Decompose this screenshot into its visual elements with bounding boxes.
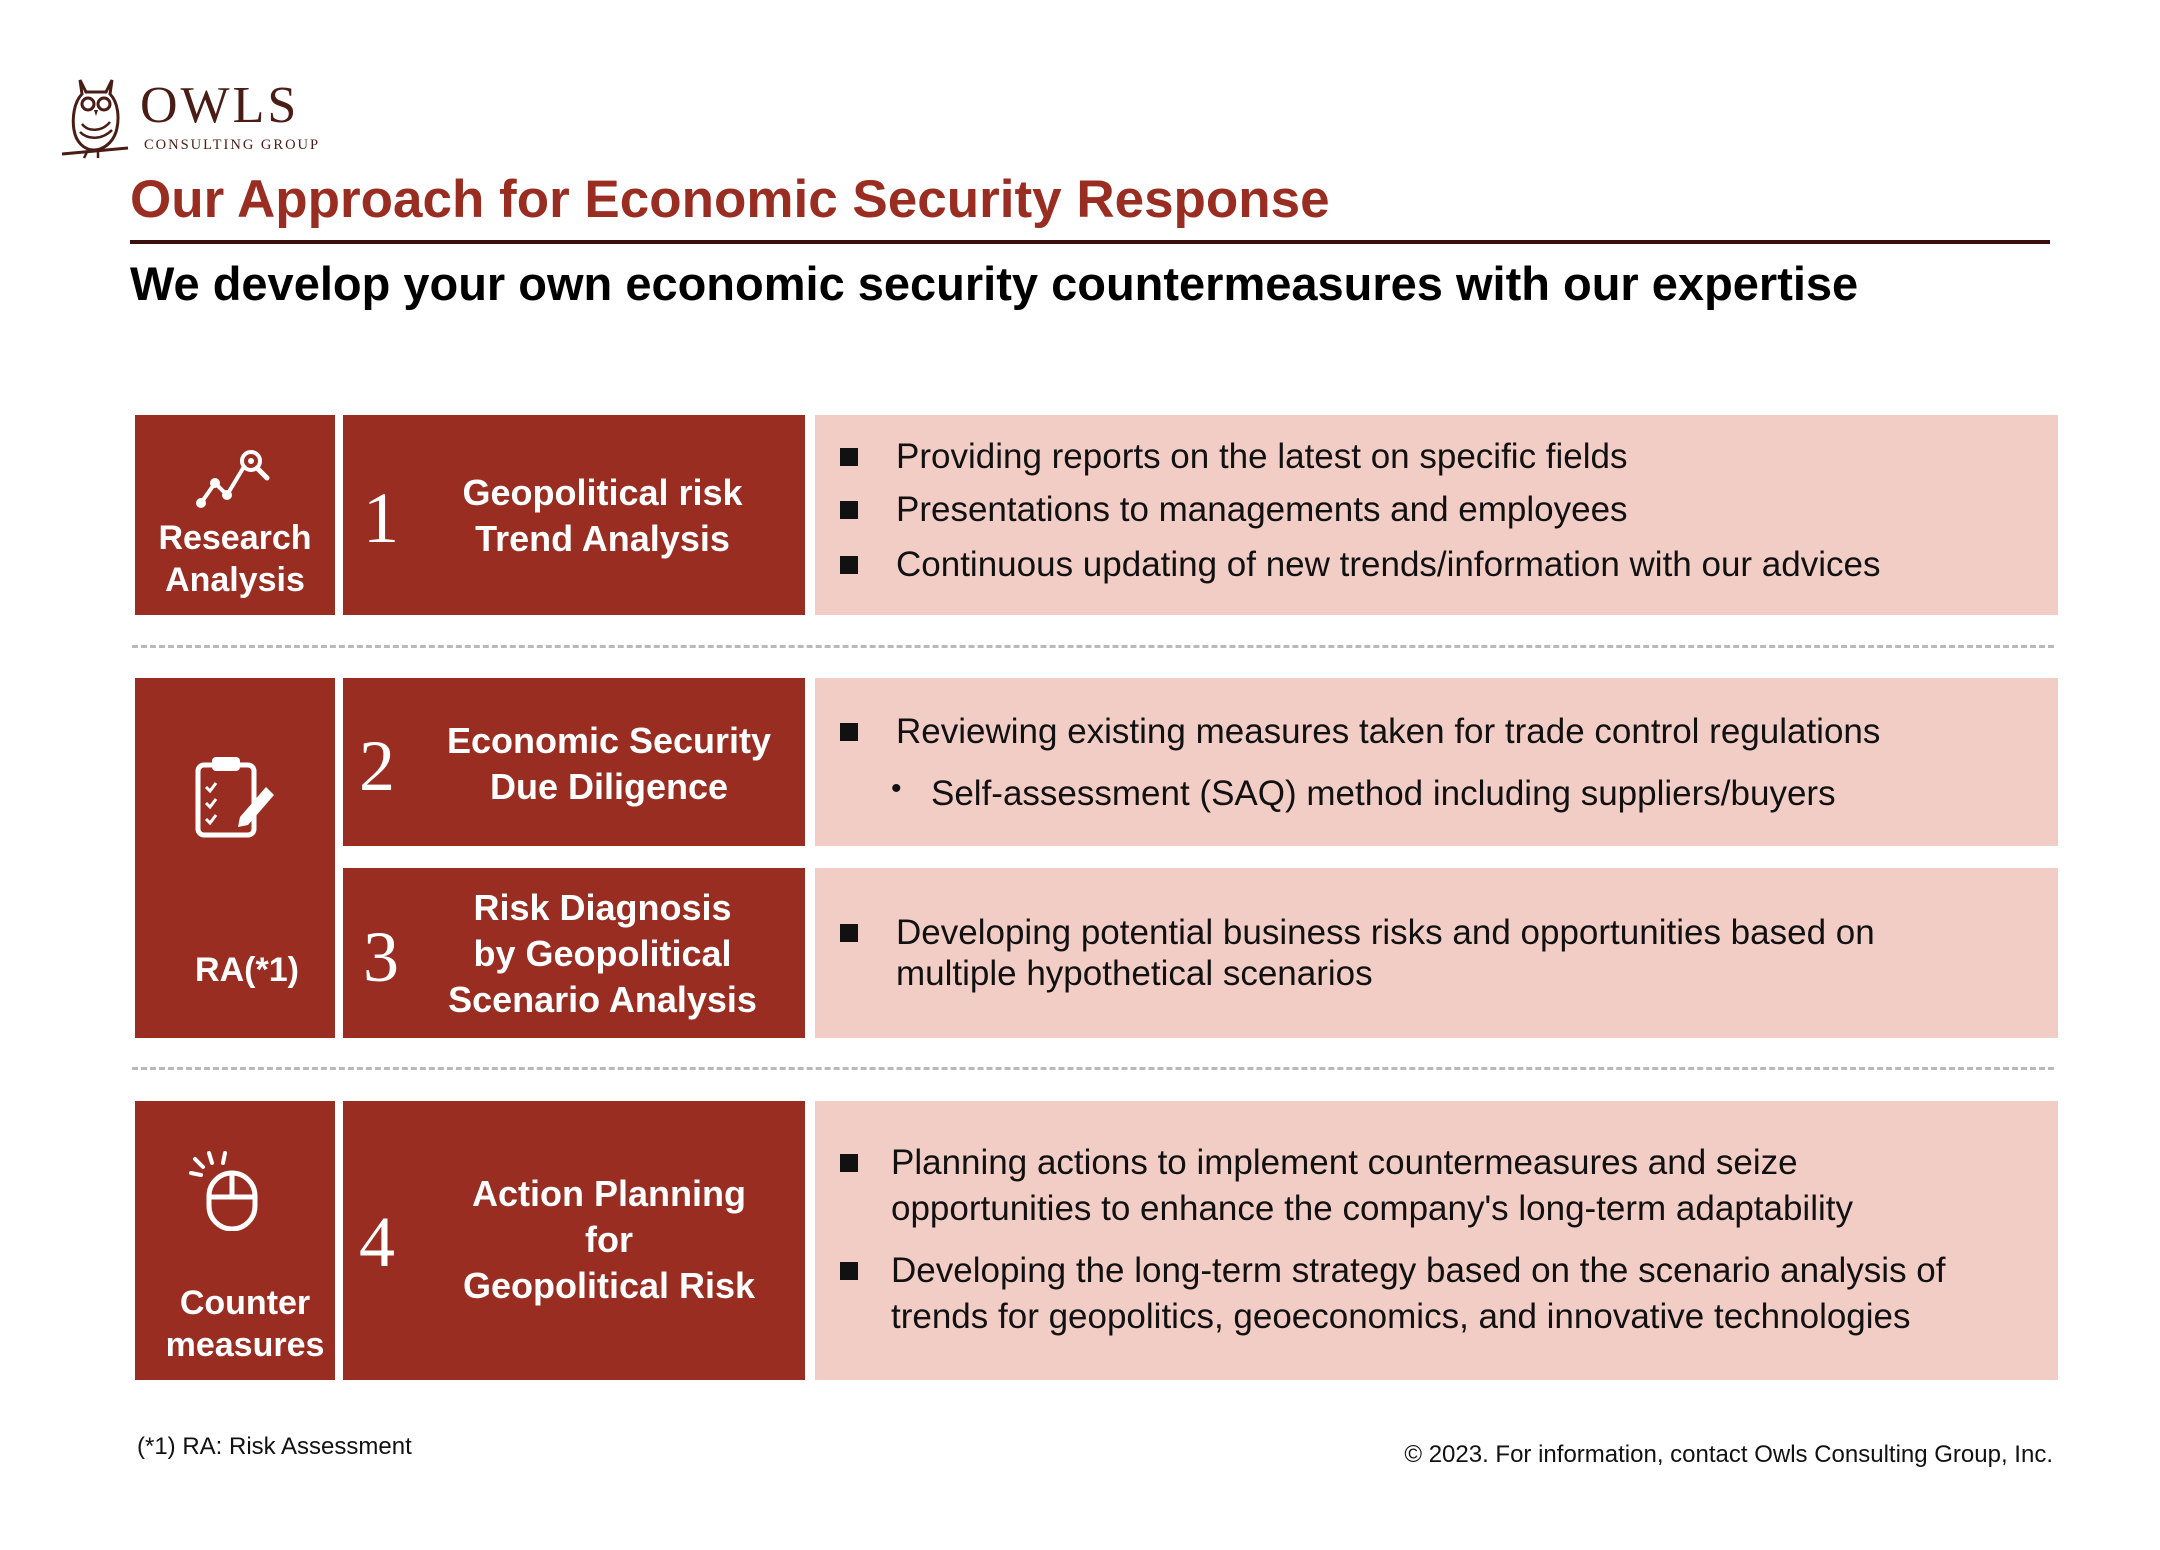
description-bullet: Presentations to managements and employe… bbox=[896, 490, 1628, 529]
step-number: 3 bbox=[363, 917, 399, 997]
page-subtitle: We develop your own economic security co… bbox=[130, 257, 1859, 310]
mouse-click-icon bbox=[189, 1151, 258, 1231]
company-logo: OWLS CONSULTING GROUP bbox=[58, 74, 328, 160]
description-line2: opportunities to enhance the company's l… bbox=[891, 1189, 1853, 1228]
description-bullet: Reviewing existing measures taken for tr… bbox=[896, 712, 1881, 751]
step-card-2: 2 Economic Security Due Diligence bbox=[343, 678, 805, 846]
category-risk-assessment: RA(*1) bbox=[135, 678, 335, 1038]
bullet-square bbox=[840, 1154, 858, 1172]
bullet-square bbox=[840, 556, 858, 574]
step-title-line2: Due Diligence bbox=[489, 766, 729, 807]
step-title-line1: Action Planning bbox=[472, 1173, 746, 1214]
step-description-3: Developing potential business risks and … bbox=[815, 868, 2058, 1038]
step-description-4: Planning actions to implement countermea… bbox=[815, 1101, 2058, 1380]
step-title-line1: Economic Security bbox=[446, 720, 772, 761]
bullet-square bbox=[840, 501, 858, 519]
step-number: 1 bbox=[363, 478, 399, 558]
section-divider bbox=[132, 645, 2054, 648]
category-label: RA(*1) bbox=[195, 951, 299, 989]
title-divider bbox=[130, 240, 2050, 244]
description-bullet: Continuous updating of new trends/inform… bbox=[896, 545, 1881, 584]
description-bullet: Providing reports on the latest on speci… bbox=[896, 437, 1628, 476]
description-line1: Developing the long-term strategy based … bbox=[891, 1251, 1946, 1290]
step-title-line2: Trend Analysis bbox=[475, 518, 730, 559]
category-research-analysis: Research Analysis bbox=[135, 415, 335, 615]
step-title-line2: by Geopolitical bbox=[473, 933, 732, 974]
bullet-square bbox=[840, 924, 858, 942]
owl-logo-icon bbox=[61, 79, 129, 159]
step-title-line3: Geopolitical Risk bbox=[462, 1265, 756, 1306]
copyright-notice: © 2023. For information, contact Owls Co… bbox=[1404, 1441, 2053, 1468]
step-card-4: 4 Action Planning for Geopolitical Risk bbox=[343, 1101, 805, 1380]
description-line2: multiple hypothetical scenarios bbox=[896, 954, 1373, 993]
step-number: 4 bbox=[359, 1202, 395, 1282]
footnote: (*1) RA: Risk Assessment bbox=[137, 1433, 412, 1460]
description-sub-bullet: Self-assessment (SAQ) method including s… bbox=[931, 774, 1836, 813]
bullet-square bbox=[840, 723, 858, 741]
category-label-line1: Research bbox=[158, 519, 312, 557]
page-title: Our Approach for Economic Security Respo… bbox=[130, 170, 1330, 229]
clipboard-checklist-icon bbox=[195, 757, 274, 838]
logo-subtitle: CONSULTING GROUP bbox=[144, 137, 321, 153]
chart-search-icon bbox=[196, 450, 270, 508]
category-label-line1: Counter bbox=[179, 1284, 311, 1322]
description-line1: Planning actions to implement countermea… bbox=[891, 1143, 1798, 1182]
category-countermeasures: Counter measures bbox=[135, 1101, 335, 1380]
step-description-2: Reviewing existing measures taken for tr… bbox=[815, 678, 2058, 846]
description-line2: trends for geopolitics, geoeconomics, an… bbox=[891, 1297, 1911, 1336]
step-card-3: 3 Risk Diagnosis by Geopolitical Scenari… bbox=[343, 868, 805, 1038]
step-number: 2 bbox=[359, 726, 395, 806]
category-label-line2: measures bbox=[165, 1326, 325, 1364]
step-card-1: 1 Geopolitical risk Trend Analysis bbox=[343, 415, 805, 615]
logo-name: OWLS bbox=[140, 77, 300, 134]
step-title-line1: Risk Diagnosis bbox=[473, 887, 732, 928]
section-divider bbox=[132, 1067, 2054, 1070]
description-line1: Developing potential business risks and … bbox=[896, 913, 1875, 952]
category-label-line2: Analysis bbox=[165, 561, 305, 599]
step-title-line3: Scenario Analysis bbox=[448, 979, 757, 1020]
step-title-line2: for bbox=[585, 1219, 633, 1260]
bullet-square bbox=[840, 448, 858, 466]
sub-bullet-dot: • bbox=[891, 772, 902, 805]
step-title-line1: Geopolitical risk bbox=[462, 472, 743, 513]
bullet-square bbox=[840, 1262, 858, 1280]
step-description-1: Providing reports on the latest on speci… bbox=[815, 415, 2058, 615]
